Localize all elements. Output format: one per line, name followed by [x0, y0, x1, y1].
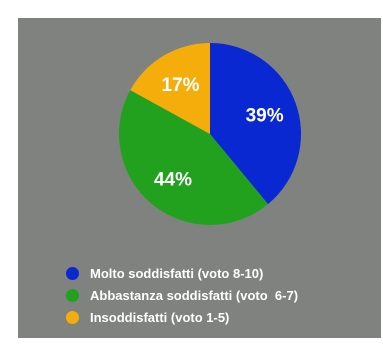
pie-slice-labels: 39% 44% 17% — [154, 75, 284, 191]
chart-panel: 39% 44% 17% Molto soddisfatti (voto 8-10) … — [18, 18, 381, 338]
legend-swatch-green — [66, 288, 79, 302]
legend-item-insoddisfatti[interactable]: Insoddisfatti (voto 1-5) — [66, 306, 298, 328]
legend-swatch-blue — [66, 266, 79, 280]
legend-label: Insoddisfatti (voto 1-5) — [90, 309, 230, 325]
legend-label: Molto soddisfatti (voto 8-10) — [90, 265, 264, 281]
pie-slice-insoddisfatti[interactable] — [130, 43, 210, 134]
pie-slice-abbastanza-soddisfatti[interactable] — [118, 90, 269, 226]
pie-chart: 39% 44% 17% — [118, 43, 302, 226]
slice-value-label-abbastanza-soddisfatti: 44% — [154, 170, 192, 191]
chart-legend: Molto soddisfatti (voto 8-10) Abbastanza… — [66, 262, 298, 328]
slice-value-label-insoddisfatti: 17% — [161, 75, 199, 96]
legend-item-abbastanza-soddisfatti[interactable]: Abbastanza soddisfatti (voto 6-7) — [66, 284, 298, 306]
pie-slice-molto-soddisfatti[interactable] — [210, 43, 302, 205]
legend-item-molto-soddisfatti[interactable]: Molto soddisfatti (voto 8-10) — [66, 262, 298, 284]
slice-value-label-molto-soddisfatti: 39% — [246, 105, 284, 126]
legend-swatch-orange — [66, 310, 79, 324]
legend-label: Abbastanza soddisfatti (voto 6-7) — [90, 287, 299, 303]
pie-slices — [118, 43, 302, 226]
